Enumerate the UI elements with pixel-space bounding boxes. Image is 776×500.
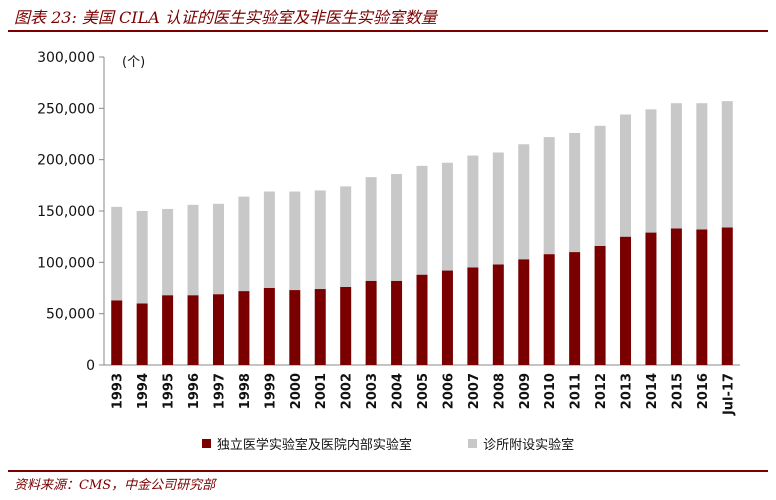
bar-segment-independent-labs bbox=[340, 286, 352, 365]
y-tick-label: 300,000 bbox=[37, 50, 95, 66]
bar-segment-independent-labs bbox=[569, 252, 581, 365]
bar-segment-physician-office-labs bbox=[365, 177, 377, 281]
x-tick-label: 2000 bbox=[289, 373, 304, 409]
bar-segment-physician-office-labs bbox=[187, 204, 199, 296]
bar-segment-physician-office-labs bbox=[340, 186, 352, 287]
legend-swatch-independent-labs bbox=[201, 439, 211, 448]
y-tick-label: 200,000 bbox=[37, 153, 95, 169]
bar-segment-physician-office-labs bbox=[212, 203, 224, 295]
bar-segment-independent-labs bbox=[187, 295, 199, 365]
bar-segment-independent-labs bbox=[416, 274, 428, 365]
bar-segment-independent-labs bbox=[543, 254, 555, 365]
bar-segment-independent-labs bbox=[136, 303, 148, 365]
bar-segment-physician-office-labs bbox=[391, 174, 403, 281]
bar-segment-physician-office-labs bbox=[467, 155, 479, 268]
x-tick-label: 2010 bbox=[543, 373, 558, 409]
y-tick-label: 50,000 bbox=[46, 307, 95, 323]
bar-segment-physician-office-labs bbox=[111, 206, 123, 301]
x-tick-label: 2001 bbox=[314, 373, 329, 409]
y-tick-label: 0 bbox=[86, 358, 95, 374]
x-tick-label: 2009 bbox=[518, 373, 533, 409]
bar-segment-independent-labs bbox=[162, 295, 174, 365]
bar-segment-independent-labs bbox=[518, 259, 530, 365]
bar-segment-physician-office-labs bbox=[620, 114, 632, 237]
x-tick-label: 2004 bbox=[391, 373, 406, 409]
x-tick-label: 2016 bbox=[696, 373, 711, 409]
x-tick-label: 2008 bbox=[492, 373, 507, 409]
x-tick-label: 1993 bbox=[111, 373, 126, 409]
bar-segment-physician-office-labs bbox=[441, 162, 453, 271]
x-tick-label: 2002 bbox=[340, 373, 355, 409]
bar-group bbox=[111, 101, 733, 365]
y-tick-group: 0 50,000 100,000 150,000 200,000 250,000 300,0… bbox=[37, 50, 104, 374]
x-tick-label: 2015 bbox=[670, 373, 685, 409]
title-rule bbox=[8, 30, 768, 32]
bar-segment-independent-labs bbox=[212, 294, 224, 365]
y-tick-label: 100,000 bbox=[37, 255, 95, 271]
bar-segment-physician-office-labs bbox=[518, 144, 530, 260]
source-rule bbox=[8, 470, 768, 472]
bar-segment-physician-office-labs bbox=[238, 196, 250, 292]
x-tick-label: 2005 bbox=[416, 373, 431, 409]
bar-segment-independent-labs bbox=[391, 280, 403, 365]
bar-segment-physician-office-labs bbox=[492, 152, 504, 265]
x-tick-label: Jul-17 bbox=[721, 373, 736, 416]
x-tick-label: 1997 bbox=[212, 373, 227, 409]
x-tick-label: 2006 bbox=[441, 373, 456, 409]
x-tick-label: 2014 bbox=[645, 373, 660, 409]
x-tick-label: 2013 bbox=[620, 373, 635, 409]
bar-segment-physician-office-labs bbox=[314, 190, 326, 290]
bar-segment-independent-labs bbox=[492, 264, 504, 365]
bar-segment-independent-labs bbox=[620, 236, 632, 365]
legend-label-independent-labs: 独立医学实验室及医院内部实验室 bbox=[216, 438, 412, 453]
bar-segment-independent-labs bbox=[696, 229, 708, 365]
x-tick-label: 1995 bbox=[162, 373, 177, 409]
bar-segment-physician-office-labs bbox=[569, 132, 581, 253]
source-note: 资料来源：CMS，中金公司研究部 bbox=[14, 478, 216, 493]
legend-item-independent-labs: 独立医学实验室及医院内部实验室 bbox=[201, 434, 412, 453]
y-unit-label: (个) bbox=[122, 55, 145, 70]
legend-label-physician-office-labs: 诊所附设实验室 bbox=[483, 438, 575, 453]
y-tick-label: 250,000 bbox=[37, 101, 95, 117]
bar-segment-independent-labs bbox=[365, 280, 377, 365]
x-tick-label-group: 1993 1994 1995 1996 1997 1998 1999 2000 2001 2002… bbox=[111, 373, 737, 416]
bar-segment-independent-labs bbox=[238, 291, 250, 365]
stacked-bar-chart: (个) 0 50,000 100,000 150,000 200,000 250,000 3… bbox=[37, 50, 740, 416]
figure-title: 图表 23: 美国 CILA 认证的医生实验室及非医生实验室数量 bbox=[14, 8, 437, 27]
x-tick-label: 2011 bbox=[569, 373, 584, 409]
x-tick-label: 2007 bbox=[467, 373, 482, 409]
x-tick-label: 2003 bbox=[365, 373, 380, 409]
bar-segment-independent-labs bbox=[289, 290, 301, 365]
x-tick-label: 1998 bbox=[238, 373, 253, 409]
bar-segment-physician-office-labs bbox=[696, 103, 708, 230]
bar-segment-independent-labs bbox=[441, 270, 453, 365]
bar-segment-physician-office-labs bbox=[721, 101, 733, 228]
bar-segment-physician-office-labs bbox=[289, 191, 301, 291]
legend: 独立医学实验室及医院内部实验室 诊所附设实验室 bbox=[0, 434, 776, 453]
bar-segment-independent-labs bbox=[467, 267, 479, 365]
bar-segment-independent-labs bbox=[721, 227, 733, 365]
bar-segment-independent-labs bbox=[645, 232, 657, 365]
bar-segment-physician-office-labs bbox=[670, 103, 682, 229]
x-tick-label: 1996 bbox=[187, 373, 202, 409]
bar-segment-independent-labs bbox=[594, 245, 606, 365]
x-tick-label: 1999 bbox=[263, 373, 278, 409]
x-tick-label: 1994 bbox=[136, 373, 151, 409]
legend-swatch-physician-office-labs bbox=[468, 439, 478, 448]
bar-segment-independent-labs bbox=[670, 228, 682, 365]
bar-segment-physician-office-labs bbox=[543, 137, 555, 255]
y-tick-label: 150,000 bbox=[37, 204, 95, 220]
legend-item-physician-office-labs: 诊所附设实验室 bbox=[468, 434, 574, 453]
bar-segment-independent-labs bbox=[263, 288, 275, 365]
bar-segment-physician-office-labs bbox=[263, 191, 275, 288]
bar-segment-independent-labs bbox=[314, 289, 326, 365]
bar-segment-physician-office-labs bbox=[162, 208, 174, 296]
bar-segment-independent-labs bbox=[111, 300, 123, 365]
bar-segment-physician-office-labs bbox=[136, 211, 148, 304]
bar-segment-physician-office-labs bbox=[416, 165, 428, 275]
bar-segment-physician-office-labs bbox=[645, 109, 657, 233]
x-tick-label: 2012 bbox=[594, 373, 609, 409]
bar-segment-physician-office-labs bbox=[594, 125, 606, 246]
